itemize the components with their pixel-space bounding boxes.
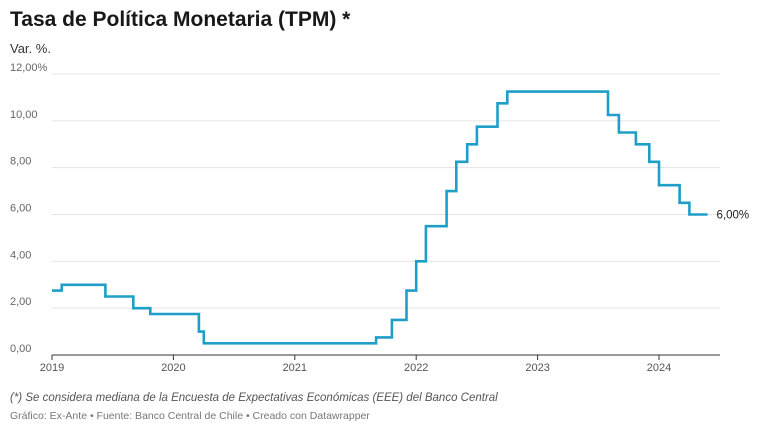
y-tick-label: 10,00 [10, 109, 38, 121]
y-tick-label: 0,00 [10, 343, 31, 355]
y-tick-label: 8,00 [10, 156, 31, 168]
series-line-tpm [52, 90, 708, 345]
x-tick-label: 2022 [404, 362, 428, 374]
x-tick-label: 2023 [525, 362, 549, 374]
x-tick-label: 2021 [283, 362, 307, 374]
chart-title: Tasa de Política Monetaria (TPM) * [10, 8, 351, 31]
x-axis-ticks: 2019 2020 2021 2022 2023 2024 [40, 355, 671, 374]
tpm-line-chart: 0,00 2,00 4,00 6,00 8,00 10,00 12,00% 2019 2020… [10, 62, 750, 374]
series-layer [52, 90, 708, 345]
x-tick-label: 2024 [647, 362, 671, 374]
y-axis-ticks: 0,00 2,00 4,00 6,00 8,00 10,00 12,00% [10, 62, 48, 355]
credits: Gráfico: Ex-Ante • Fuente: Banco Central… [10, 410, 370, 422]
footnote: (*) Se considera mediana de la Encuesta … [10, 392, 498, 404]
x-tick-label: 2019 [40, 362, 64, 374]
gridlines [52, 73, 720, 356]
y-tick-label: 4,00 [10, 249, 31, 261]
label-layer: 6,00% [717, 210, 750, 222]
chart-subtitle: Var. %. [10, 41, 51, 56]
x-tick-label: 2020 [161, 362, 185, 374]
y-tick-label: 12,00% [10, 62, 48, 74]
end-value-label: 6,00% [717, 210, 750, 222]
y-tick-label: 2,00 [10, 296, 31, 308]
y-tick-label: 6,00 [10, 203, 31, 215]
